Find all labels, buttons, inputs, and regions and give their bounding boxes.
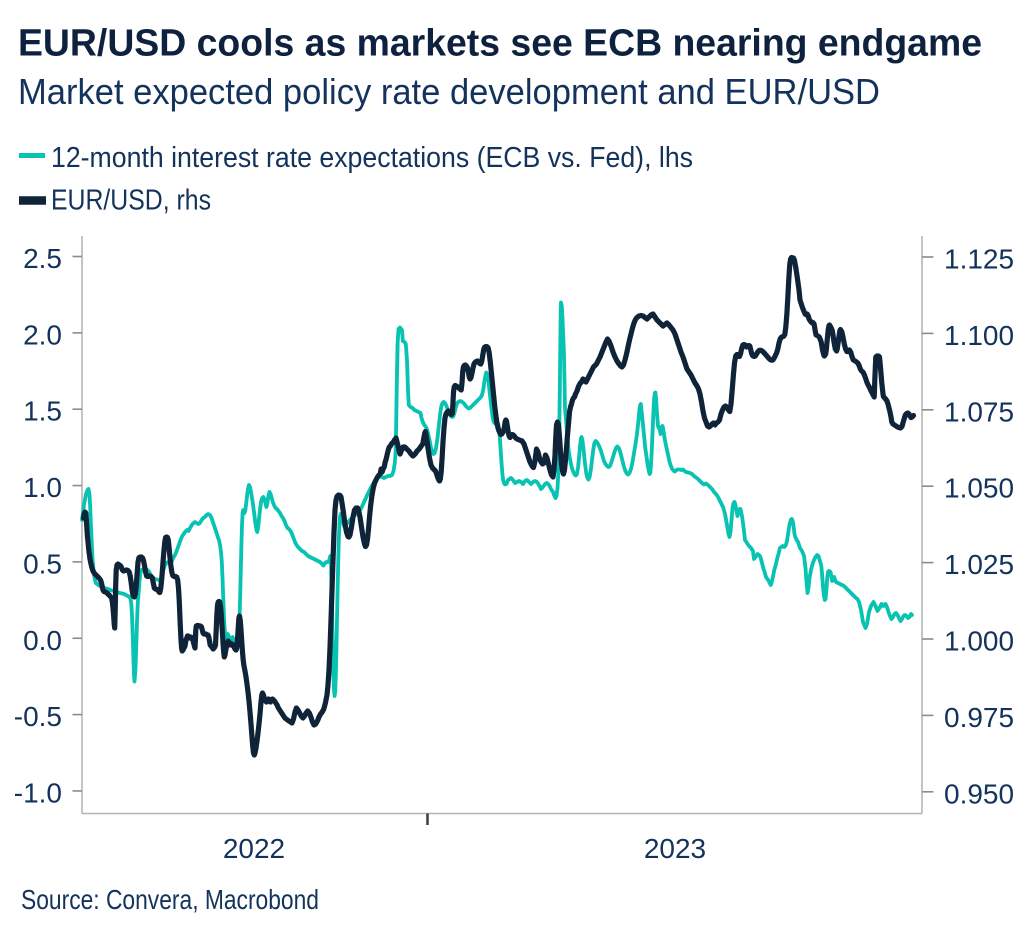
- svg-text:1.000: 1.000: [944, 626, 1014, 657]
- svg-text:1.050: 1.050: [944, 473, 1014, 504]
- svg-text:1.125: 1.125: [944, 244, 1014, 275]
- svg-text:Market expected policy rate de: Market expected policy rate development …: [18, 71, 880, 112]
- svg-text:1.025: 1.025: [944, 549, 1014, 580]
- svg-text:0.0: 0.0: [23, 625, 62, 656]
- svg-text:2022: 2022: [223, 833, 285, 864]
- svg-text:2.0: 2.0: [23, 319, 62, 350]
- svg-text:EUR/USD, rhs: EUR/USD, rhs: [51, 185, 211, 217]
- svg-text:EUR/USD cools as markets see E: EUR/USD cools as markets see ECB nearing…: [18, 23, 982, 65]
- svg-text:0.5: 0.5: [23, 548, 62, 579]
- svg-text:2023: 2023: [644, 833, 706, 864]
- svg-text:-1.0: -1.0: [14, 777, 62, 808]
- svg-text:1.0: 1.0: [23, 472, 62, 503]
- svg-text:0.950: 0.950: [944, 778, 1014, 809]
- svg-text:1.075: 1.075: [944, 396, 1014, 427]
- svg-text:0.975: 0.975: [944, 702, 1014, 733]
- svg-text:1.5: 1.5: [23, 396, 62, 427]
- svg-text:1.100: 1.100: [944, 320, 1014, 351]
- svg-text:2.5: 2.5: [23, 243, 62, 274]
- svg-text:Source: Convera, Macrobond: Source: Convera, Macrobond: [21, 884, 319, 915]
- svg-text:-0.5: -0.5: [14, 701, 62, 732]
- svg-text:12-month interest rate expecta: 12-month interest rate expectations (ECB…: [51, 142, 693, 174]
